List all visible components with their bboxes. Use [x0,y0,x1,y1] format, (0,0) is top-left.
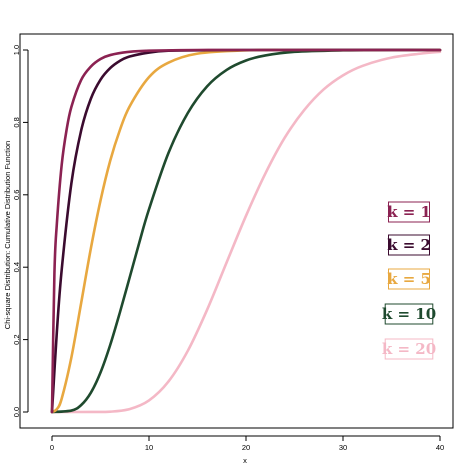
x-tick-label-3: 30 [339,443,347,452]
series-line-0 [50,48,442,414]
legend-label-1: k = 2 [387,236,431,254]
plot-frame [19,33,454,429]
legend-item-4: k = 20 [382,338,436,360]
y-tick-label-4: 0.8 [12,117,21,127]
legend-item-0: k = 1 [387,201,431,223]
x-tick-label-1: 10 [145,443,153,452]
legend-item-3: k = 10 [382,303,436,325]
x-tick-label-0: 0 [50,443,54,452]
y-axis-title: Chi-square Distribution: Cumulative Dist… [3,141,12,329]
axes: 0 10 20 30 40 0.0 0.2 0.4 0.6 0.8 1.0 [12,33,454,452]
y-tick-label-5: 1.0 [12,45,21,55]
x-axis-title: x [243,456,247,465]
legend-label-0: k = 1 [387,203,431,221]
x-tick-label-4: 40 [436,443,444,452]
legend-label-3: k = 10 [382,305,436,323]
legend-label-4: k = 20 [382,340,436,358]
legend-box-3 [384,303,434,325]
x-tick-label-2: 20 [242,443,250,452]
series-line-4 [50,50,442,414]
y-tick-label-3: 0.6 [12,190,21,200]
legend-box-1 [388,234,430,256]
series-lines [50,48,442,414]
legend: k = 1 k = 2 k = 5 k = 10 k = 20 [382,201,436,360]
series-line-3 [50,48,442,414]
legend-label-2: k = 5 [387,270,431,288]
y-tick-label-0: 0.0 [12,407,21,417]
legend-box-4 [384,338,434,360]
y-tick-label-2: 0.4 [12,262,21,272]
legend-item-1: k = 2 [387,234,431,256]
legend-box-0 [388,201,430,223]
legend-box-2 [388,268,430,290]
y-tick-label-1: 0.2 [12,334,21,344]
legend-item-2: k = 5 [387,268,431,290]
